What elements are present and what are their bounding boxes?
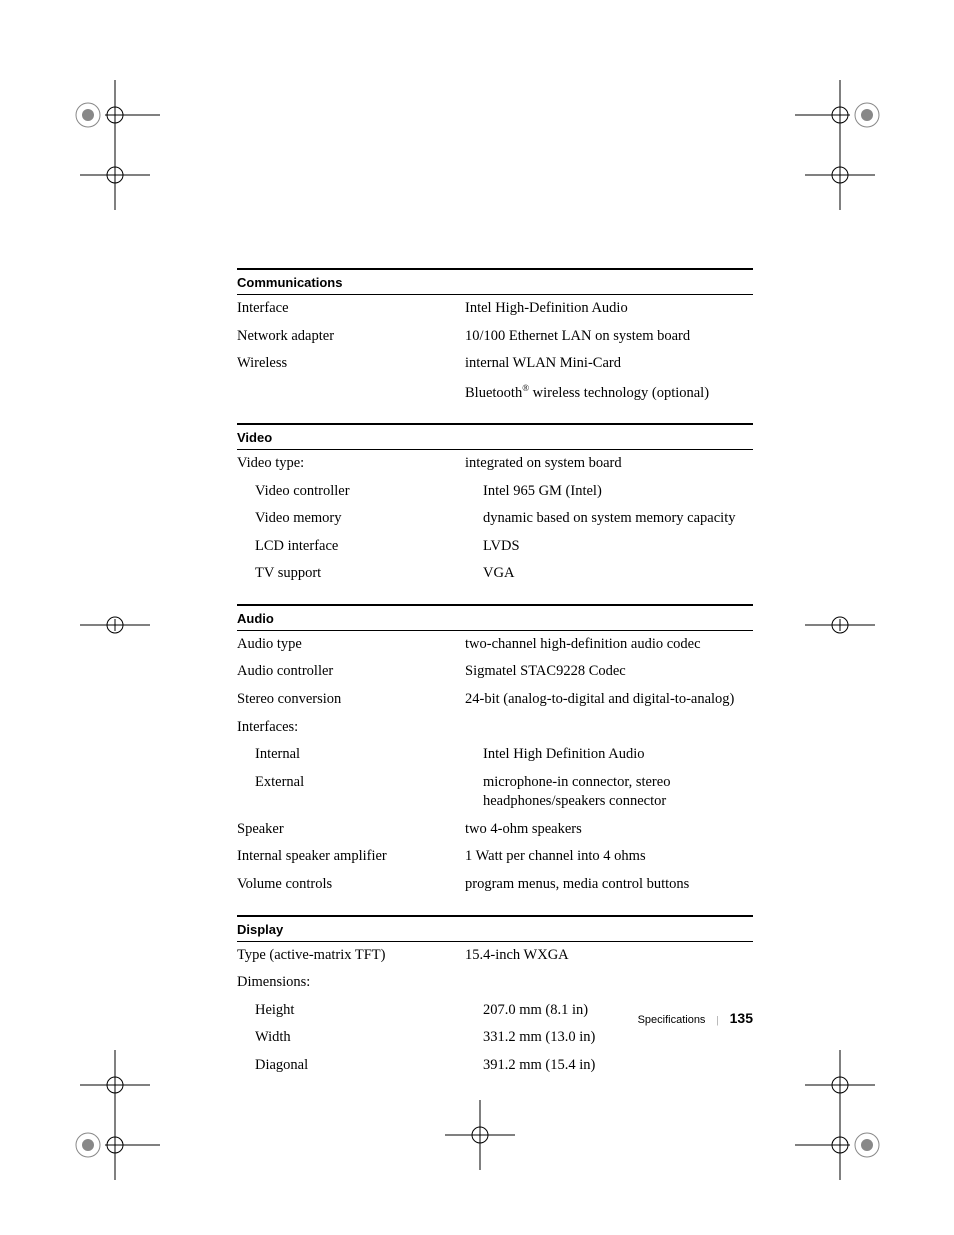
spec-row: LCD interfaceLVDS bbox=[237, 533, 753, 561]
spec-value: dynamic based on system memory capacity bbox=[483, 509, 753, 529]
spec-row: InternalIntel High Definition Audio bbox=[237, 741, 753, 769]
crop-mark-icon bbox=[70, 130, 160, 220]
spec-label: Diagonal bbox=[237, 1056, 483, 1076]
spec-value: 391.2 mm (15.4 in) bbox=[483, 1056, 753, 1076]
spec-label: Audio type bbox=[237, 635, 465, 655]
spec-section: CommunicationsInterfaceIntel High-Defini… bbox=[237, 268, 753, 407]
footer-page-number: 135 bbox=[730, 1010, 753, 1026]
crop-mark-icon bbox=[70, 1100, 160, 1190]
spec-value bbox=[465, 718, 753, 738]
spec-section: VideoVideo type:integrated on system boa… bbox=[237, 423, 753, 588]
spec-row: Audio controllerSigmatel STAC9228 Codec bbox=[237, 658, 753, 686]
section-header: Communications bbox=[237, 268, 753, 295]
spec-row: Video type:integrated on system board bbox=[237, 450, 753, 478]
spec-label: Video memory bbox=[237, 509, 483, 529]
spec-row: Width331.2 mm (13.0 in) bbox=[237, 1024, 753, 1052]
spec-row: Interfaces: bbox=[237, 714, 753, 742]
spec-value: Bluetooth® wireless technology (optional… bbox=[465, 382, 753, 403]
spec-row: TV supportVGA bbox=[237, 560, 753, 588]
crop-mark-icon bbox=[70, 580, 160, 670]
crop-mark-icon bbox=[795, 580, 885, 670]
spec-label: Internal bbox=[237, 745, 483, 765]
spec-value: Intel High-Definition Audio bbox=[465, 299, 753, 319]
spec-value: internal WLAN Mini-Card bbox=[465, 354, 753, 374]
spec-label: Wireless bbox=[237, 354, 465, 374]
spec-row: Internal speaker amplifier1 Watt per cha… bbox=[237, 843, 753, 871]
spec-row: InterfaceIntel High-Definition Audio bbox=[237, 295, 753, 323]
spec-row: Wirelessinternal WLAN Mini-Card bbox=[237, 350, 753, 378]
spec-label: Interfaces: bbox=[237, 718, 465, 738]
crop-mark-icon bbox=[795, 1100, 885, 1190]
spec-row: Video memorydynamic based on system memo… bbox=[237, 505, 753, 533]
spec-value: 1 Watt per channel into 4 ohms bbox=[465, 847, 753, 867]
spec-row: Speakertwo 4-ohm speakers bbox=[237, 816, 753, 844]
spec-row: Video controllerIntel 965 GM (Intel) bbox=[237, 478, 753, 506]
spec-value: Intel 965 GM (Intel) bbox=[483, 482, 753, 502]
spec-value: LVDS bbox=[483, 537, 753, 557]
spec-label: Width bbox=[237, 1028, 483, 1048]
spec-value: 331.2 mm (13.0 in) bbox=[483, 1028, 753, 1048]
section-header: Video bbox=[237, 423, 753, 450]
spec-label: Type (active-matrix TFT) bbox=[237, 946, 465, 966]
spec-value: Sigmatel STAC9228 Codec bbox=[465, 662, 753, 682]
crop-mark-icon bbox=[435, 1090, 525, 1180]
section-header: Display bbox=[237, 915, 753, 942]
spec-label: Speaker bbox=[237, 820, 465, 840]
spec-value: 15.4-inch WXGA bbox=[465, 946, 753, 966]
crop-mark-icon bbox=[795, 130, 885, 220]
spec-row: Dimensions: bbox=[237, 969, 753, 997]
spec-row: Network adapter10/100 Ethernet LAN on sy… bbox=[237, 323, 753, 351]
spec-label: Volume controls bbox=[237, 875, 465, 895]
spec-value: 24-bit (analog-to-digital and digital-to… bbox=[465, 690, 753, 710]
spec-section: AudioAudio typetwo-channel high-definiti… bbox=[237, 604, 753, 899]
spec-value: two-channel high-definition audio codec bbox=[465, 635, 753, 655]
spec-section: DisplayType (active-matrix TFT)15.4-inch… bbox=[237, 915, 753, 1080]
page-footer: Specifications | 135 bbox=[237, 1010, 753, 1027]
spec-label: Interface bbox=[237, 299, 465, 319]
spec-label: Audio controller bbox=[237, 662, 465, 682]
spec-label: Network adapter bbox=[237, 327, 465, 347]
spec-row: Volume controlsprogram menus, media cont… bbox=[237, 871, 753, 899]
spec-value: two 4-ohm speakers bbox=[465, 820, 753, 840]
spec-label bbox=[237, 382, 465, 403]
crop-mark-icon bbox=[795, 70, 885, 160]
crop-mark-icon bbox=[70, 70, 160, 160]
spec-value: VGA bbox=[483, 564, 753, 584]
spec-value bbox=[465, 973, 753, 993]
footer-separator: | bbox=[716, 1014, 718, 1026]
crop-mark-icon bbox=[70, 1040, 160, 1130]
spec-label: Stereo conversion bbox=[237, 690, 465, 710]
spec-label: Video type: bbox=[237, 454, 465, 474]
spec-row: Stereo conversion24-bit (analog-to-digit… bbox=[237, 686, 753, 714]
crop-mark-icon bbox=[795, 1040, 885, 1130]
spec-value: microphone-in connector, stereo headphon… bbox=[483, 773, 753, 812]
spec-row: Audio typetwo-channel high-definition au… bbox=[237, 631, 753, 659]
spec-row: Type (active-matrix TFT)15.4-inch WXGA bbox=[237, 942, 753, 970]
spec-label: Internal speaker amplifier bbox=[237, 847, 465, 867]
spec-row: Externalmicrophone-in connector, stereo … bbox=[237, 769, 753, 816]
spec-label: External bbox=[237, 773, 483, 812]
section-header: Audio bbox=[237, 604, 753, 631]
spec-label: Video controller bbox=[237, 482, 483, 502]
spec-label: TV support bbox=[237, 564, 483, 584]
spec-label: LCD interface bbox=[237, 537, 483, 557]
spec-label: Dimensions: bbox=[237, 973, 465, 993]
spec-value: 10/100 Ethernet LAN on system board bbox=[465, 327, 753, 347]
footer-section-label: Specifications bbox=[638, 1014, 706, 1026]
spec-row: Bluetooth® wireless technology (optional… bbox=[237, 378, 753, 407]
spec-value: integrated on system board bbox=[465, 454, 753, 474]
spec-row: Diagonal391.2 mm (15.4 in) bbox=[237, 1052, 753, 1080]
spec-page: CommunicationsInterfaceIntel High-Defini… bbox=[237, 268, 753, 1095]
spec-value: program menus, media control buttons bbox=[465, 875, 753, 895]
spec-value: Intel High Definition Audio bbox=[483, 745, 753, 765]
